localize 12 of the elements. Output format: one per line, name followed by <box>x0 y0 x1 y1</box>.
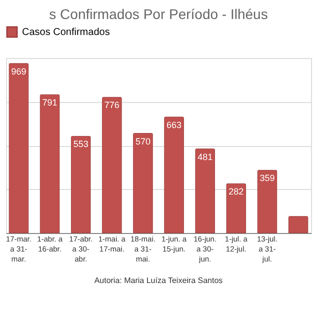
data-label: 663 <box>166 120 182 130</box>
data-label: 359 <box>260 173 275 184</box>
data-label: 553 <box>73 139 88 150</box>
data-label: 969 <box>11 66 26 76</box>
text: Autoria: Maria Luíza Teixeira Santos <box>94 276 223 285</box>
legend-label: Casos Confirmados <box>22 27 110 38</box>
data-label: 776 <box>104 100 120 110</box>
data-label: 570 <box>135 136 150 146</box>
chart-title: s Confirmados Por Período - Ilhéus <box>49 6 268 22</box>
data-label: 791 <box>42 98 58 108</box>
data-label: 282 <box>228 186 244 197</box>
data-label: 481 <box>198 152 213 162</box>
